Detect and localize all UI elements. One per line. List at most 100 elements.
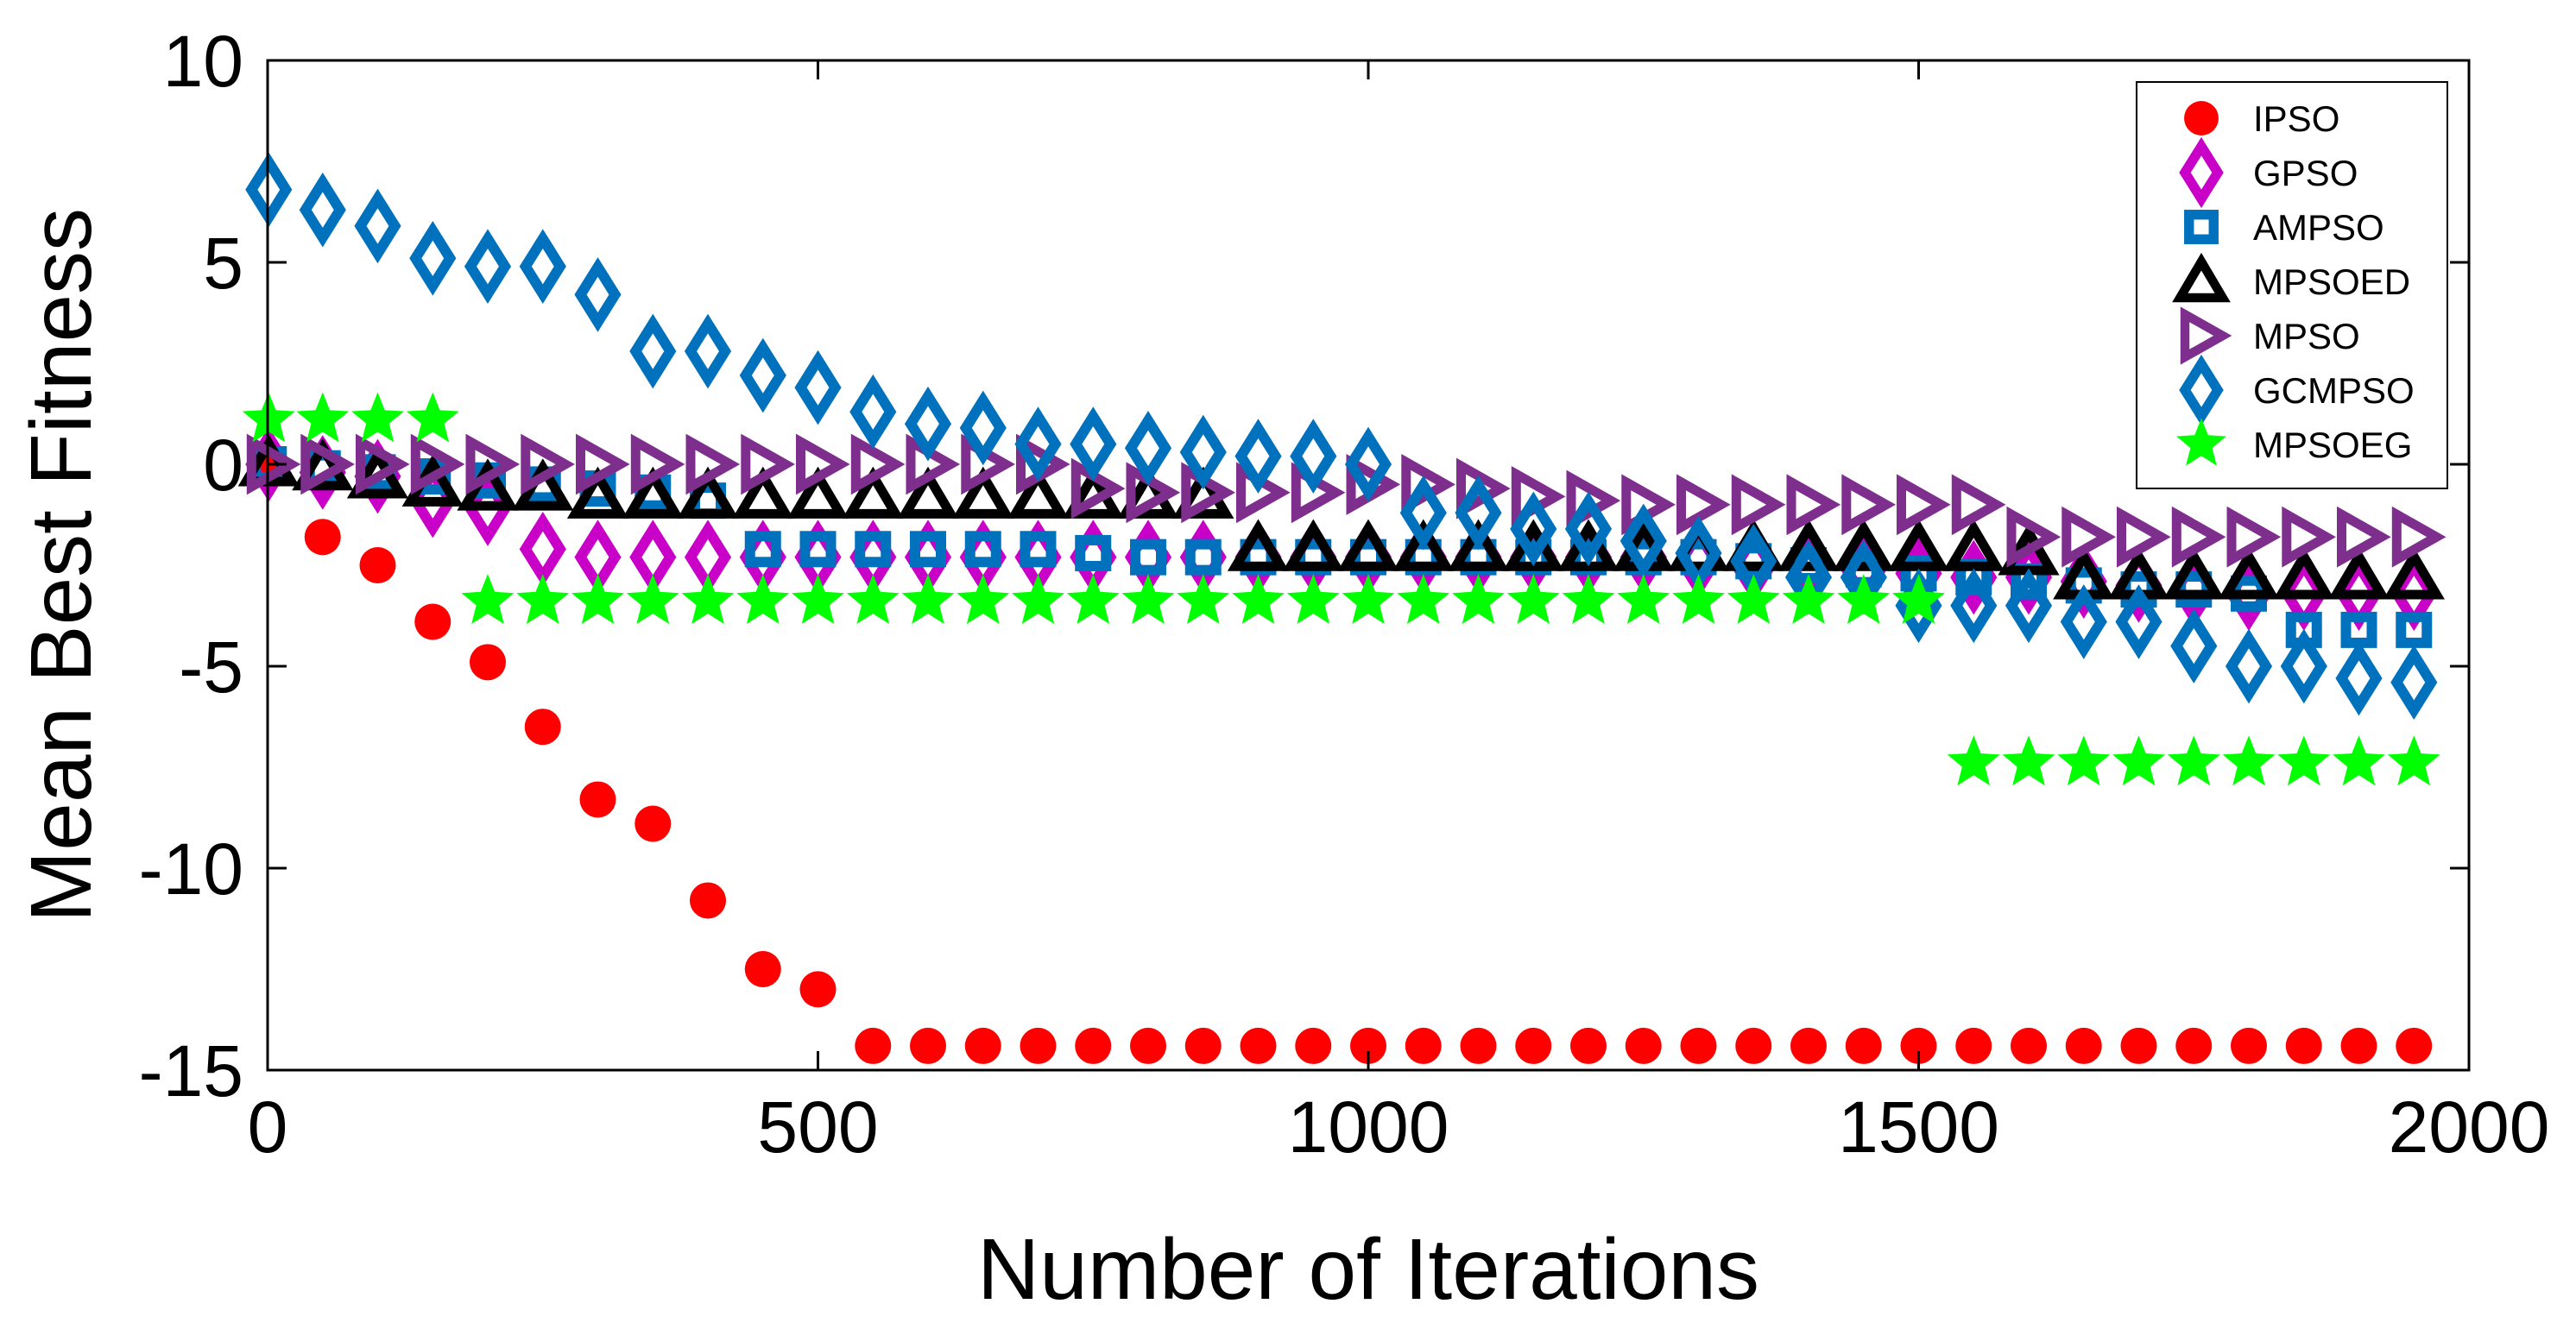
legend-label: GCMPSO [2253, 370, 2415, 411]
legend-marker-icon [2184, 210, 2219, 244]
data-point [1955, 1027, 1992, 1064]
legend-marker-icon [2172, 252, 2231, 303]
data-point [571, 574, 624, 624]
data-point [794, 350, 842, 425]
data-point [959, 390, 1007, 466]
data-point [1782, 574, 1835, 624]
data-point [1727, 574, 1780, 624]
data-point [1399, 475, 1447, 551]
legend-item-ampso: AMPSO [2184, 207, 2384, 248]
data-point [1234, 419, 1282, 494]
data-point [855, 1027, 892, 1064]
data-point [736, 574, 790, 624]
legend-item-mpso: MPSO [2180, 306, 2360, 365]
data-point [299, 172, 346, 248]
legend-label: AMPSO [2253, 207, 2384, 248]
data-marks [237, 152, 2447, 1064]
legend-marker-icon [2179, 136, 2224, 209]
data-point [2225, 628, 2273, 704]
data-point [356, 433, 410, 495]
data-point [2002, 735, 2055, 786]
data-point [1282, 519, 1344, 571]
data-point [516, 574, 570, 624]
data-point [465, 433, 521, 495]
data-point [1290, 419, 1337, 494]
data-point [2282, 506, 2336, 568]
data-point [2273, 547, 2335, 600]
y-tick-label: -10 [139, 828, 243, 910]
data-point [1837, 574, 1891, 624]
legend-item-mpsoed: MPSOED [2172, 252, 2410, 303]
data-point [2218, 547, 2280, 600]
legend-item-gcmpso: GCMPSO [2179, 354, 2415, 426]
legend: IPSO GPSO AMPSO MPSOED MPSO GCMPSO MPSOEG [2136, 81, 2448, 489]
data-point [1184, 539, 1222, 576]
data-point [2340, 1027, 2377, 1064]
data-point [1075, 534, 1112, 571]
data-point [1130, 539, 1166, 576]
legend-item-mpsoeg: MPSOEG [2176, 418, 2412, 466]
data-point [957, 574, 1010, 624]
data-point [1786, 474, 1841, 536]
data-point [952, 466, 1014, 519]
data-point [2280, 628, 2327, 704]
y-tick-label: -5 [179, 627, 243, 708]
data-point [2391, 506, 2447, 568]
data-point [1455, 475, 1502, 551]
data-point [964, 1027, 1001, 1064]
data-point [1177, 574, 1230, 624]
data-point [855, 531, 892, 568]
data-point [519, 229, 566, 305]
data-point [1680, 1027, 1717, 1064]
data-point [1564, 491, 1613, 567]
data-point [2396, 611, 2433, 648]
data-point [464, 229, 512, 305]
data-point [2006, 506, 2061, 568]
data-point [1020, 1027, 1057, 1064]
data-point [2175, 571, 2213, 608]
data-point [1897, 474, 1951, 536]
data-point [2120, 1027, 2157, 1064]
data-point [1845, 1027, 1882, 1064]
data-point [1777, 519, 1840, 571]
data-point [910, 531, 946, 568]
data-point [1232, 574, 1285, 624]
legend-item-ipso: IPSO [2184, 98, 2339, 139]
data-point [2005, 568, 2053, 644]
data-point [744, 531, 781, 568]
data-point [2115, 584, 2162, 659]
data-point [1124, 410, 1172, 486]
data-point [1121, 574, 1175, 624]
data-point [1951, 474, 2006, 536]
data-point [2112, 735, 2165, 786]
data-point [1833, 519, 1895, 571]
data-point [2383, 547, 2445, 600]
data-point [2277, 735, 2331, 786]
y-tick-label: 5 [203, 223, 243, 304]
legend-label: GPSO [2253, 153, 2358, 193]
data-point [1007, 466, 1070, 519]
y-tick-label: 0 [203, 425, 243, 506]
data-point [2060, 584, 2107, 659]
data-point [1942, 519, 2005, 571]
data-point [2171, 506, 2226, 568]
data-point [2162, 547, 2225, 600]
data-point [786, 466, 849, 519]
data-point [1020, 531, 1057, 568]
legend-label: IPSO [2253, 98, 2339, 139]
data-point [1344, 426, 1392, 502]
data-point [2333, 735, 2385, 786]
data-point [685, 433, 741, 495]
data-point [1900, 1027, 1937, 1064]
data-point [1515, 1027, 1552, 1064]
series-gcmpso [245, 152, 2438, 721]
data-point [566, 466, 629, 519]
y-tick-label: -15 [139, 1030, 243, 1112]
data-point [792, 574, 844, 624]
data-point [677, 466, 739, 519]
series-mpsoeg [242, 392, 2440, 786]
data-point [2285, 1027, 2322, 1064]
data-point [904, 386, 952, 462]
data-point [1452, 574, 1505, 624]
